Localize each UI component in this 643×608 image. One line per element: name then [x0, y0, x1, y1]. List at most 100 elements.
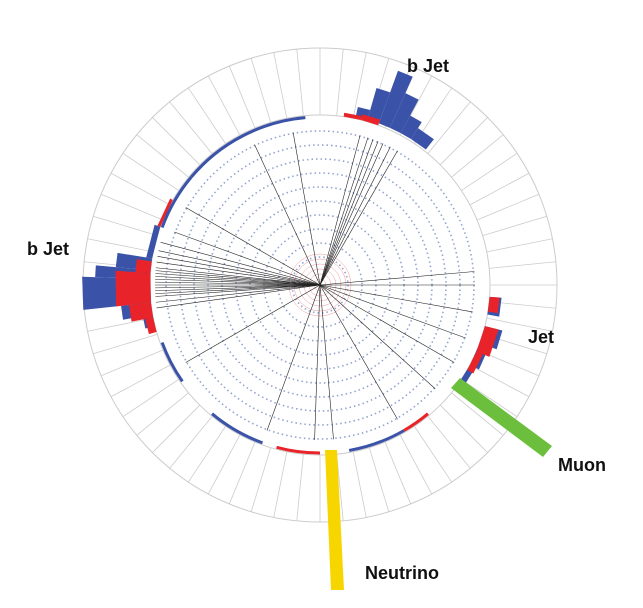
track	[319, 284, 455, 363]
neutrino-label: Neutrino	[365, 563, 439, 583]
segment-line	[451, 134, 504, 178]
segment-line	[110, 364, 171, 398]
segment-line	[368, 447, 390, 512]
muon-bar	[451, 378, 552, 457]
segment-line	[482, 215, 547, 237]
segment-line	[228, 65, 256, 129]
track	[156, 261, 321, 286]
track	[319, 150, 398, 286]
track	[155, 281, 321, 286]
track	[174, 231, 321, 286]
energy-deposit	[487, 296, 500, 314]
segment-line	[169, 416, 213, 469]
inner-deposit	[348, 429, 405, 452]
energy-deposit	[411, 128, 434, 150]
segment-line	[461, 379, 518, 418]
segment-line	[100, 349, 164, 377]
energy-deposit	[343, 112, 363, 121]
track	[155, 278, 321, 286]
segment-line	[414, 426, 453, 483]
segment-line	[469, 172, 530, 206]
energy-deposit	[378, 70, 413, 128]
track	[155, 267, 321, 286]
segment-line	[439, 404, 488, 453]
inner-deposit	[190, 116, 306, 178]
right-jet-label: Jet	[528, 327, 554, 347]
segment-line	[122, 379, 179, 418]
track	[292, 132, 321, 286]
detector	[82, 47, 558, 523]
segment-line	[250, 447, 272, 512]
track	[319, 141, 379, 286]
track	[155, 276, 321, 286]
track	[319, 284, 473, 313]
track	[319, 284, 334, 440]
energy-deposit	[476, 326, 499, 357]
segment-line	[93, 333, 158, 355]
energy-deposit	[361, 114, 381, 126]
track	[157, 256, 321, 286]
inner-deposit	[160, 341, 184, 383]
segment-line	[352, 52, 367, 119]
track	[319, 284, 436, 389]
segment-line	[336, 49, 344, 116]
inner-deposit	[160, 176, 193, 229]
energy-deposit	[157, 198, 173, 227]
segment-line	[207, 434, 241, 495]
segment-line	[469, 364, 530, 398]
track	[158, 250, 321, 286]
segment-line	[187, 87, 226, 144]
energy-deposit	[129, 302, 154, 322]
segment-line	[296, 454, 304, 521]
energy-deposit	[389, 93, 419, 134]
segment-line	[439, 117, 488, 166]
track	[185, 207, 321, 286]
neutrino-bar	[325, 450, 344, 590]
track	[266, 284, 321, 431]
energy-deposit	[467, 351, 483, 374]
segment-line	[250, 58, 272, 123]
track	[155, 284, 321, 292]
segment-line	[136, 134, 189, 178]
segment-line	[187, 426, 226, 483]
inner-deposit	[211, 412, 264, 445]
segment-line	[399, 434, 433, 495]
track	[319, 139, 374, 286]
segment-line	[427, 101, 471, 154]
track	[319, 143, 384, 286]
track	[314, 284, 321, 440]
energy-deposit	[135, 259, 152, 274]
segment-line	[122, 152, 179, 191]
segment-line	[152, 117, 201, 166]
muon-label: Muon	[558, 455, 606, 475]
left-jet-label: b Jet	[27, 239, 69, 259]
inner-deposit	[403, 412, 429, 432]
energy-deposit	[367, 87, 391, 124]
track	[319, 137, 369, 286]
energy-deposit	[145, 317, 157, 335]
segment-line	[228, 441, 256, 505]
track	[160, 242, 321, 286]
energy-deposit	[146, 224, 161, 259]
track	[155, 284, 321, 297]
segment-line	[87, 317, 154, 332]
track	[155, 284, 321, 303]
track	[155, 284, 321, 294]
segment-line	[273, 451, 288, 518]
segment-line	[152, 404, 201, 453]
inner-deposit	[276, 445, 321, 455]
energy-deposit	[115, 270, 151, 307]
track	[319, 146, 391, 286]
segment-line	[273, 52, 288, 119]
track	[319, 271, 475, 286]
segment-line	[384, 441, 412, 505]
segment-line	[451, 392, 504, 436]
track	[319, 135, 361, 286]
track	[319, 284, 398, 420]
segment-line	[486, 238, 553, 253]
track	[155, 270, 321, 286]
segment-line	[136, 392, 189, 436]
segment-line	[296, 49, 304, 116]
segment-line	[489, 261, 556, 269]
